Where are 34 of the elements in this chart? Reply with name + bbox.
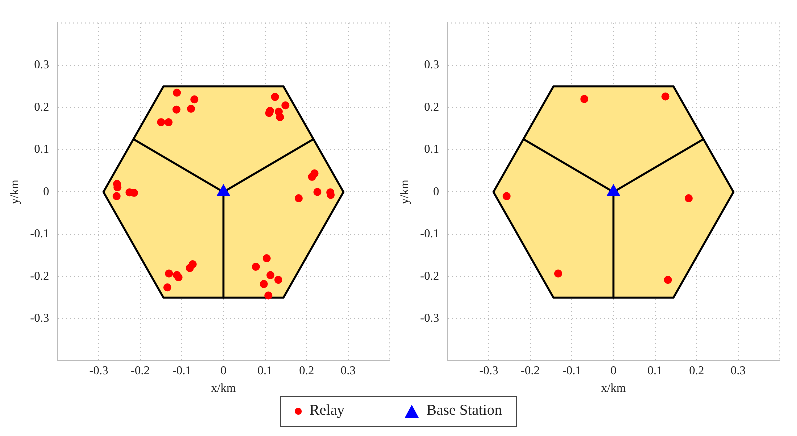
y-tick-label: -0.3 <box>420 311 440 326</box>
y-tick-label: 0 <box>43 184 50 198</box>
y-tick-label: -0.1 <box>420 226 440 241</box>
x-tick-label: 0 <box>220 364 227 378</box>
x-tick-label: 0.2 <box>299 364 314 378</box>
y-tick-label: -0.2 <box>420 268 440 283</box>
legend-label: Base Station <box>426 403 502 420</box>
y-tick-label: 0 <box>433 184 440 198</box>
y-tick-label: 0.1 <box>34 142 50 156</box>
x-tick-label: 0 <box>610 364 617 378</box>
x-axis-title: x/km <box>211 380 237 395</box>
y-tick-label: 0.1 <box>424 142 440 156</box>
y-tick-label: 0.3 <box>424 58 440 72</box>
x-tick-label: 0.2 <box>689 364 704 378</box>
y-tick-label: 0.3 <box>34 58 50 72</box>
y-axis-title: y/km <box>397 179 412 205</box>
x-tick-label: -0.1 <box>172 364 192 378</box>
legend-label: Relay <box>310 403 345 420</box>
x-tick-label: 0.1 <box>648 364 663 378</box>
x-tick-label: -0.2 <box>131 364 150 378</box>
y-tick-label: -0.3 <box>30 311 50 326</box>
y-tick-label: -0.2 <box>30 268 50 283</box>
x-tick-label: -0.1 <box>562 364 582 378</box>
x-tick-label: 0.3 <box>730 364 746 378</box>
x-axis-title: x/km <box>601 380 627 395</box>
y-tick-label: -0.1 <box>30 226 50 241</box>
x-tick-label: 0.1 <box>258 364 273 378</box>
x-tick-label: 0.3 <box>340 364 356 378</box>
x-tick-label: -0.2 <box>521 364 540 378</box>
y-tick-label: 0.2 <box>424 100 440 114</box>
x-tick-label: -0.3 <box>89 364 108 378</box>
y-tick-label: 0.2 <box>34 100 50 114</box>
x-tick-label: -0.3 <box>479 364 498 378</box>
y-axis-title: y/km <box>7 179 22 205</box>
